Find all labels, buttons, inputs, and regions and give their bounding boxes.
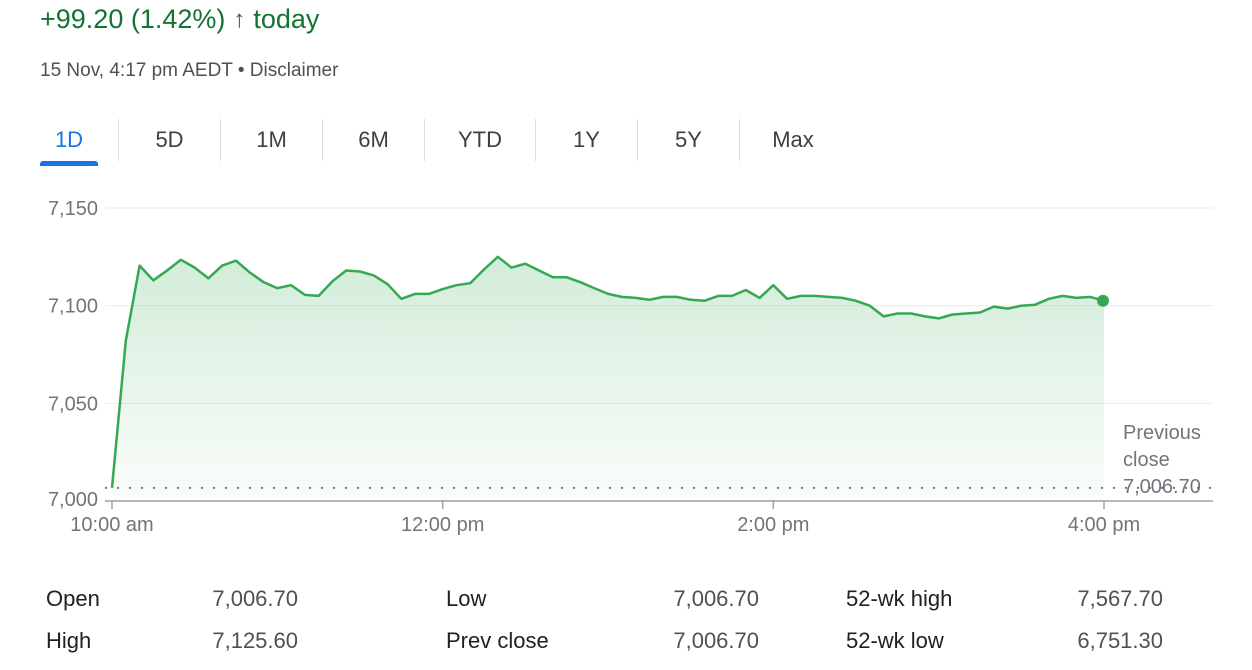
stat-label-52wk-high: 52-wk high — [846, 586, 953, 611]
tab-1y[interactable]: 1Y — [573, 127, 600, 152]
disclaimer-link[interactable]: Disclaimer — [249, 60, 339, 81]
stat-value-52wk-low: 6,751.30 — [1077, 628, 1163, 653]
x-tick-label: 2:00 pm — [737, 514, 809, 536]
tab-divider — [424, 119, 425, 161]
tab-1d[interactable]: 1D — [20, 118, 118, 166]
x-tick-label: 4:00 pm — [1068, 514, 1140, 536]
y-tick-label: 7,100 — [48, 296, 98, 318]
stat-label-open: Open — [46, 586, 100, 611]
arrow-up-icon: ↑ — [233, 5, 246, 33]
y-tick-label: 7,150 — [48, 198, 98, 220]
x-tick-label: 10:00 am — [70, 514, 153, 536]
last-price-marker — [1097, 294, 1109, 307]
price-change: +99.20 (1.42%) ↑ today — [40, 4, 319, 35]
tab-divider — [322, 119, 323, 161]
y-tick-label: 7,000 — [48, 489, 98, 511]
tab-divider — [535, 119, 536, 161]
series-area — [112, 256, 1104, 501]
series-line — [110, 255, 1105, 489]
tab-1m[interactable]: 1M — [256, 127, 287, 152]
tab-6m[interactable]: 6M — [358, 127, 389, 152]
tab-divider — [220, 119, 221, 161]
change-value: +99.20 (1.42%) — [40, 4, 226, 34]
timestamp: 15 Nov, 4:17 pm AEDT — [40, 60, 233, 81]
change-period: today — [253, 4, 320, 34]
tab-max[interactable]: Max — [772, 127, 814, 152]
stat-value-prev-close: 7,006.70 — [673, 628, 759, 653]
stat-label-low: Low — [446, 586, 487, 611]
y-tick-label: 7,050 — [48, 393, 98, 415]
x-tick-label: 12:00 pm — [401, 514, 484, 536]
stat-value-low: 7,006.70 — [673, 586, 759, 611]
tab-divider — [739, 119, 740, 161]
previous-close-label: close — [1123, 449, 1170, 471]
range-tabs: 1D 5D 1M 6M YTD 1Y 5Y Max — [20, 118, 846, 166]
stat-value-high: 7,125.60 — [212, 628, 298, 653]
tab-divider — [118, 119, 119, 161]
stat-label-prev-close: Prev close — [446, 628, 549, 653]
stat-label-52wk-low: 52-wk low — [846, 628, 944, 653]
price-chart[interactable]: 7,000 7,050 7,100 7,150 10:00 am 12:00 pm 2:00… — [0, 185, 1252, 550]
separator: • — [237, 60, 245, 81]
previous-close-value: 7,006.70 — [1123, 476, 1201, 498]
tab-divider — [637, 119, 638, 161]
tab-5d[interactable]: 5D — [155, 127, 184, 152]
tab-ytd[interactable]: YTD — [458, 127, 502, 152]
tab-5y[interactable]: 5Y — [675, 127, 702, 152]
stat-value-open: 7,006.70 — [212, 586, 298, 611]
stat-label-high: High — [46, 628, 92, 653]
stat-value-52wk-high: 7,567.70 — [1077, 586, 1163, 611]
timestamp-line: 15 Nov, 4:17 pm AEDT • Disclaimer — [40, 60, 338, 82]
previous-close-label: Previous — [1123, 422, 1201, 444]
